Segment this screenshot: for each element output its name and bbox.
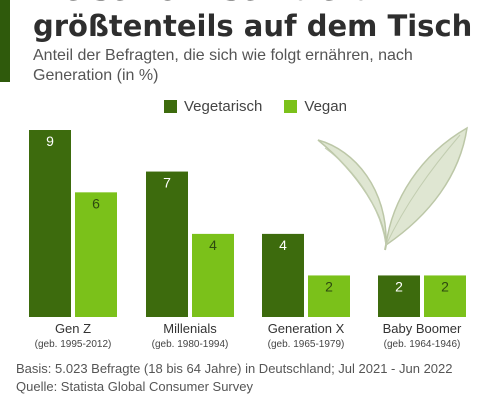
legend-item-vegan: Vegan: [284, 98, 347, 115]
bar-vegetarisch-1: [146, 171, 188, 317]
category-note-2: (geb. 1965-1979): [268, 339, 345, 350]
title-line-2: größtenteils auf dem Tisch: [33, 9, 473, 43]
bar-vegetarisch-2: [262, 233, 304, 317]
legend-label-vegan: Vegan: [304, 98, 347, 115]
bar-vegan-3: [424, 275, 466, 317]
category-label-3: Baby Boomer: [383, 321, 462, 336]
legend-swatch-vegetarisch: [164, 100, 177, 113]
footer: Basis: 5.023 Befragte (18 bis 64 Jahre) …: [16, 360, 453, 396]
bars-group: 9 6 7 4 4 2 2 2: [29, 130, 466, 317]
category-note-0: (geb. 1995-2012): [35, 339, 112, 350]
data-label-vegetarisch-1: 7: [163, 175, 171, 191]
bar-vegan-1: [192, 233, 234, 317]
category-note-1: (geb. 1980-1994): [152, 339, 229, 350]
data-label-vegetarisch-0: 9: [46, 133, 54, 149]
data-label-vegan-3: 2: [441, 278, 449, 294]
chart-title: Fleisch & Fisch bleibt größtenteils auf …: [33, 0, 472, 44]
legend-item-vegetarisch: Vegetarisch: [164, 98, 262, 115]
data-label-vegan-2: 2: [325, 278, 333, 294]
category-note-3: (geb. 1964-1946): [384, 339, 461, 350]
bar-vegetarisch-3: [378, 275, 420, 317]
data-label-vegetarisch-2: 4: [279, 237, 287, 253]
category-labels-group: Gen Z (geb. 1995-2012) Millenials (geb. 198…: [35, 321, 462, 350]
leaf-icon: [317, 126, 468, 251]
legend: Vegetarisch Vegan: [164, 98, 347, 115]
bar-vegan-0: [75, 192, 117, 317]
footer-source: Quelle: Statista Global Consumer Survey: [16, 379, 253, 394]
category-label-0: Gen Z: [55, 321, 91, 336]
footer-basis: Basis: 5.023 Befragte (18 bis 64 Jahre) …: [16, 361, 453, 376]
category-label-2: Generation X: [268, 321, 345, 336]
bar-vegan-2: [308, 275, 350, 317]
bar-vegetarisch-0: [29, 130, 71, 317]
accent-bar: [0, 0, 10, 82]
category-label-1: Millenials: [163, 321, 217, 336]
data-label-vegetarisch-3: 2: [395, 278, 403, 294]
title-line-1: Fleisch & Fisch bleibt: [33, 0, 472, 8]
data-label-vegan-1: 4: [209, 237, 217, 253]
chart-subtitle: Anteil der Befragten, die sich wie folgt…: [33, 47, 413, 84]
legend-swatch-vegan: [284, 100, 298, 113]
data-label-vegan-0: 6: [92, 195, 100, 211]
legend-label-vegetarisch: Vegetarisch: [184, 98, 263, 115]
